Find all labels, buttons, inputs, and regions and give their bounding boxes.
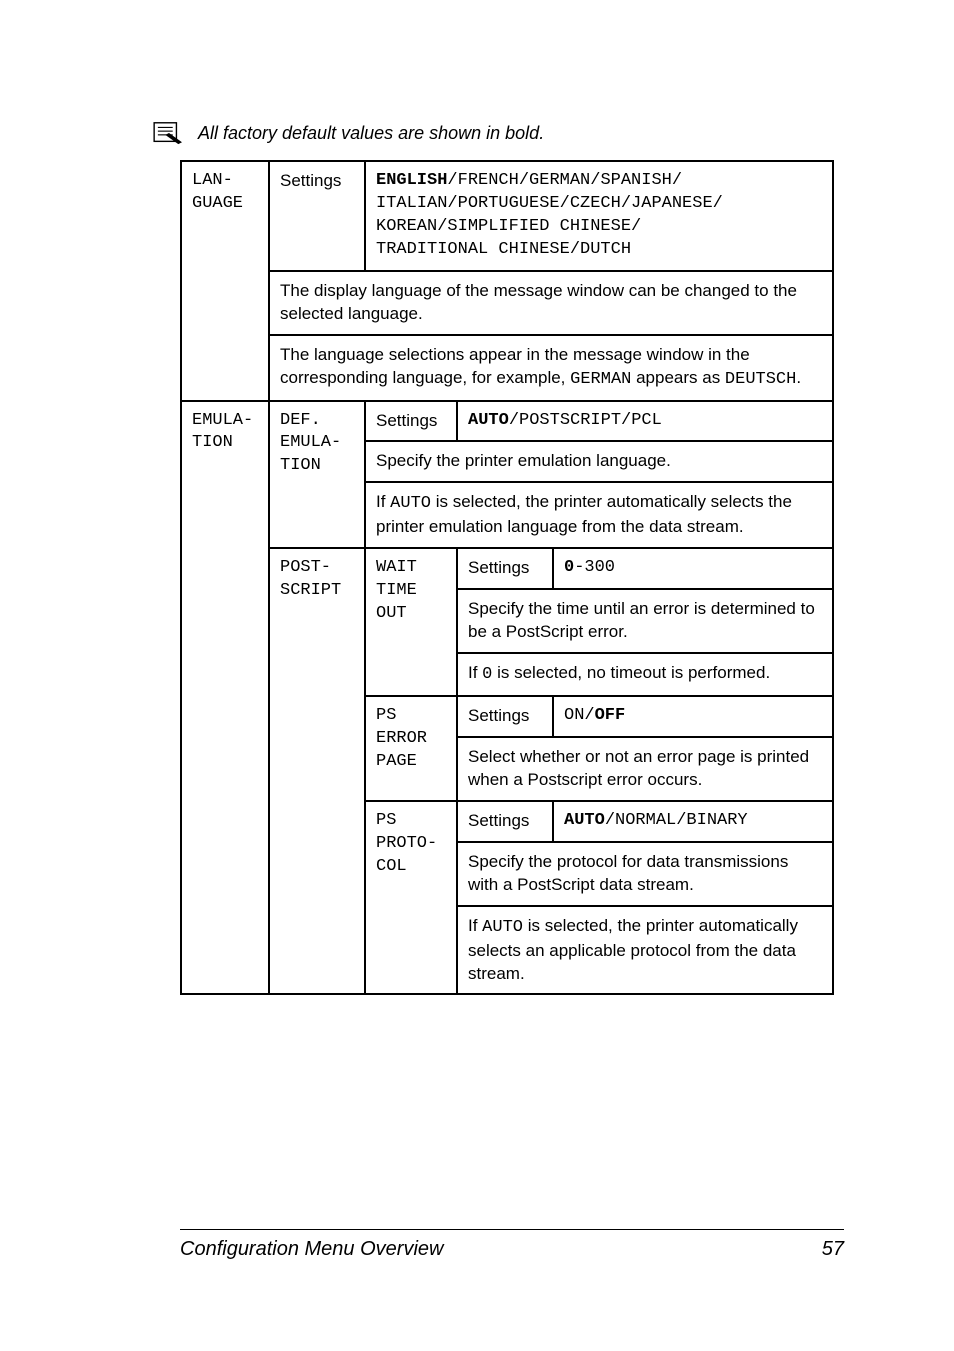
language-options-line4: TRADITIONAL CHINESE/DUTCH [376,240,631,259]
wait-timeout-label: WAIT TIME OUT [365,548,457,696]
language-desc2-code: GERMAN [570,370,631,389]
psproto-settings-rest: /NORMAL/BINARY [605,811,748,830]
language-desc2-code2: DEUTSCH [725,370,796,389]
emulation-row-label: EMULA-TION [181,401,269,995]
wait-desc2: If 0 is selected, no timeout is performe… [457,653,833,696]
ps-error-page-label: PS ERROR PAGE [365,696,457,801]
emulation-def-desc2-code: AUTO [390,494,431,513]
emulation-def-label: DEF. EMULA-TION [269,401,365,549]
wait-desc2-code: 0 [482,665,492,684]
footer-page-number: 57 [822,1238,844,1261]
pserr-settings-a: ON/ [564,706,595,725]
pserr-desc: Select whether or not an error page is p… [457,737,833,801]
page-footer: Configuration Menu Overview 57 [180,1229,844,1261]
emulation-def-settings-label: Settings [365,401,457,442]
language-desc2-b: appears as [631,368,725,387]
wait-settings-rest: -300 [574,558,615,577]
emulation-def-desc2-b: is selected, the printer automatically s… [376,492,792,536]
emulation-def-settings-rest: /POSTSCRIPT/PCL [509,411,662,430]
psproto-desc2-code: AUTO [482,918,523,937]
footer-title: Configuration Menu Overview [180,1238,443,1261]
psproto-desc2-a: If [468,916,482,935]
settings-table: LAN-GUAGE Settings ENGLISH/FRENCH/GERMAN… [180,160,834,995]
postscript-label: POST-SCRIPT [269,548,365,994]
language-options-line3: KOREAN/SIMPLIFIED CHINESE/ [376,217,641,236]
wait-settings-bold: 0 [564,558,574,577]
language-settings-label: Settings [269,161,365,271]
pserr-settings-label: Settings [457,696,553,737]
language-desc1: The display language of the message wind… [269,271,833,335]
pserr-settings-bold: OFF [595,706,626,725]
psproto-desc2: If AUTO is selected, the printer automat… [457,906,833,995]
note-icon [150,120,188,146]
emulation-def-desc2: If AUTO is selected, the printer automat… [365,482,833,548]
language-options: ENGLISH/FRENCH/GERMAN/SPANISH/ ITALIAN/P… [365,161,833,271]
language-desc2-c: . [796,368,801,387]
wait-desc1: Specify the time until an error is deter… [457,589,833,653]
wait-desc2-b: is selected, no timeout is performed. [492,663,770,682]
language-options-bold: ENGLISH [376,171,447,190]
psproto-desc1: Specify the protocol for data transmissi… [457,842,833,906]
pserr-settings-value: ON/OFF [553,696,833,737]
wait-settings-value: 0-300 [553,548,833,589]
language-desc2: The language selections appear in the me… [269,335,833,401]
ps-protocol-label: PS PROTO-COL [365,801,457,995]
language-options-line1-rest: /FRENCH/GERMAN/SPANISH/ [447,171,682,190]
psproto-settings-label: Settings [457,801,553,842]
wait-desc2-a: If [468,663,482,682]
psproto-settings-bold: AUTO [564,811,605,830]
emulation-def-desc1: Specify the printer emulation language. [365,441,833,482]
psproto-settings-value: AUTO/NORMAL/BINARY [553,801,833,842]
note-text: All factory default values are shown in … [198,123,544,144]
emulation-def-settings-bold: AUTO [468,411,509,430]
emulation-def-settings-opts: AUTO/POSTSCRIPT/PCL [457,401,833,442]
emulation-def-desc2-a: If [376,492,390,511]
language-options-line2: ITALIAN/PORTUGUESE/CZECH/JAPANESE/ [376,194,723,213]
language-row-label: LAN-GUAGE [181,161,269,401]
wait-settings-label: Settings [457,548,553,589]
factory-default-note: All factory default values are shown in … [150,120,844,146]
